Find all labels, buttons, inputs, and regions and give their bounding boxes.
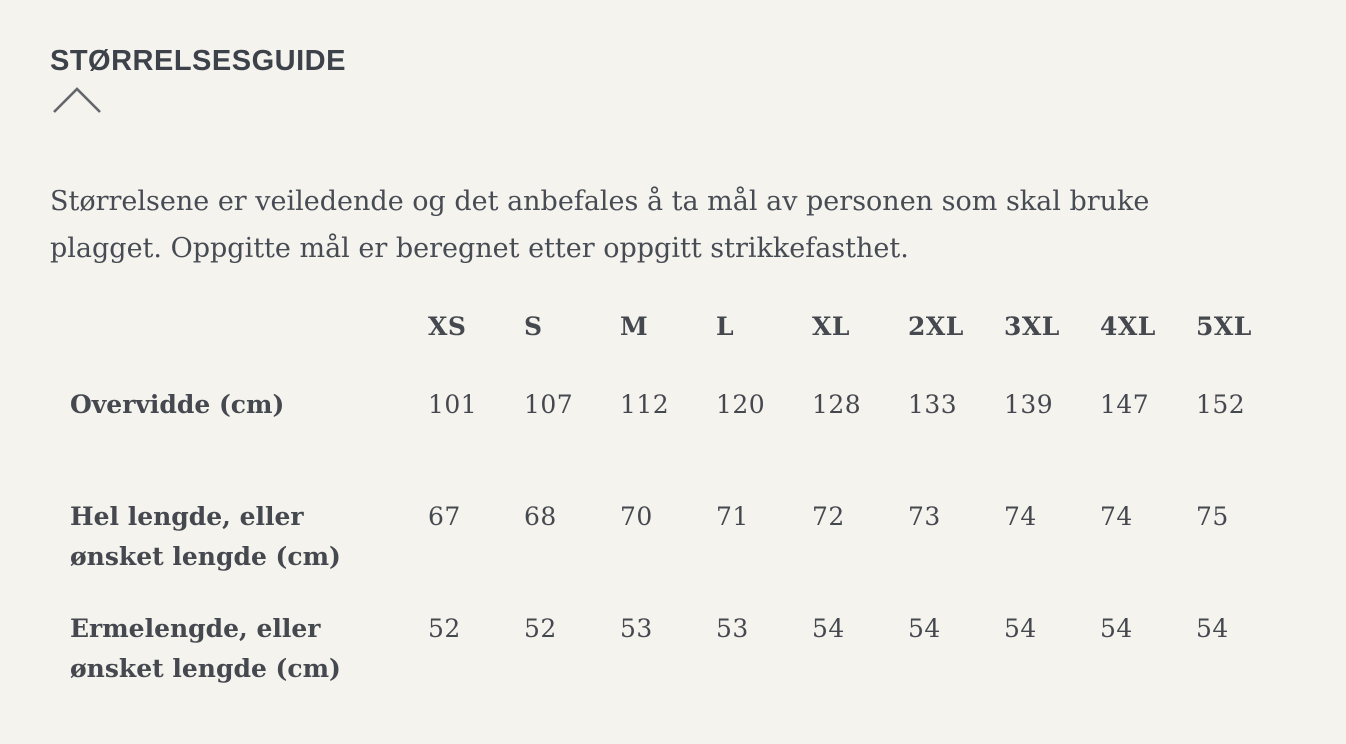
measurement-value: 54 <box>1004 614 1037 643</box>
size-guide-table: XS S M L XL 2XL 3XL 4XL 5XL Overvidde (cm) 101 107… <box>50 294 1292 689</box>
measurement-value: 53 <box>620 614 653 643</box>
measurement-label: Ermelengde, eller ønsket lengde (cm) <box>70 614 341 683</box>
measurement-value: 120 <box>716 390 766 419</box>
measurement-value: 133 <box>908 390 958 419</box>
size-column-header: 3XL <box>1004 312 1060 341</box>
size-column-header: 5XL <box>1196 312 1252 341</box>
measurement-value: 54 <box>812 614 845 643</box>
measurement-value: 74 <box>1004 502 1037 531</box>
measurement-value: 128 <box>812 390 862 419</box>
size-column-header: S <box>524 312 543 341</box>
measurement-value: 68 <box>524 502 557 531</box>
size-guide-section: STØRRELSESGUIDE Størrelsene er veiledend… <box>50 44 1296 689</box>
size-column-header: M <box>620 312 649 341</box>
measurement-value: 147 <box>1100 390 1150 419</box>
measurement-value: 75 <box>1196 502 1229 531</box>
measurement-value: 54 <box>908 614 941 643</box>
measurement-value: 101 <box>428 390 478 419</box>
measurement-value: 72 <box>812 502 845 531</box>
chevron-up-icon[interactable] <box>52 86 102 114</box>
size-guide-accordion-header[interactable]: STØRRELSESGUIDE <box>50 44 1296 114</box>
measurement-value: 52 <box>428 614 461 643</box>
size-header-row: XS S M L XL 2XL 3XL 4XL 5XL <box>50 294 1292 385</box>
measurement-value: 139 <box>1004 390 1054 419</box>
measurement-value: 54 <box>1100 614 1133 643</box>
measurement-value: 107 <box>524 390 574 419</box>
size-guide-description: Størrelsene er veiledende og det anbefal… <box>50 186 1150 264</box>
size-column-header: XS <box>428 312 467 341</box>
size-column-header: 4XL <box>1100 312 1156 341</box>
measurement-label: Overvidde (cm) <box>70 390 285 419</box>
size-column-header: 2XL <box>908 312 964 341</box>
measurement-value: 73 <box>908 502 941 531</box>
measurement-value: 152 <box>1196 390 1246 419</box>
table-row: Overvidde (cm) 101 107 112 120 128 133 139 147 15… <box>50 385 1292 497</box>
measurement-value: 54 <box>1196 614 1229 643</box>
table-row: Ermelengde, eller ønsket lengde (cm) 52 52… <box>50 609 1292 689</box>
measurement-value: 70 <box>620 502 653 531</box>
corner-cell <box>50 294 428 385</box>
measurement-value: 52 <box>524 614 557 643</box>
measurement-label: Hel lengde, eller ønsket lengde (cm) <box>70 502 341 571</box>
measurement-value: 112 <box>620 390 670 419</box>
measurement-value: 71 <box>716 502 749 531</box>
size-guide-title: STØRRELSESGUIDE <box>50 45 346 77</box>
measurement-value: 74 <box>1100 502 1133 531</box>
size-column-header: L <box>716 312 735 341</box>
table-row: Hel lengde, eller ønsket lengde (cm) 67 68… <box>50 497 1292 609</box>
measurement-value: 53 <box>716 614 749 643</box>
measurement-value: 67 <box>428 502 461 531</box>
size-column-header: XL <box>812 312 850 341</box>
